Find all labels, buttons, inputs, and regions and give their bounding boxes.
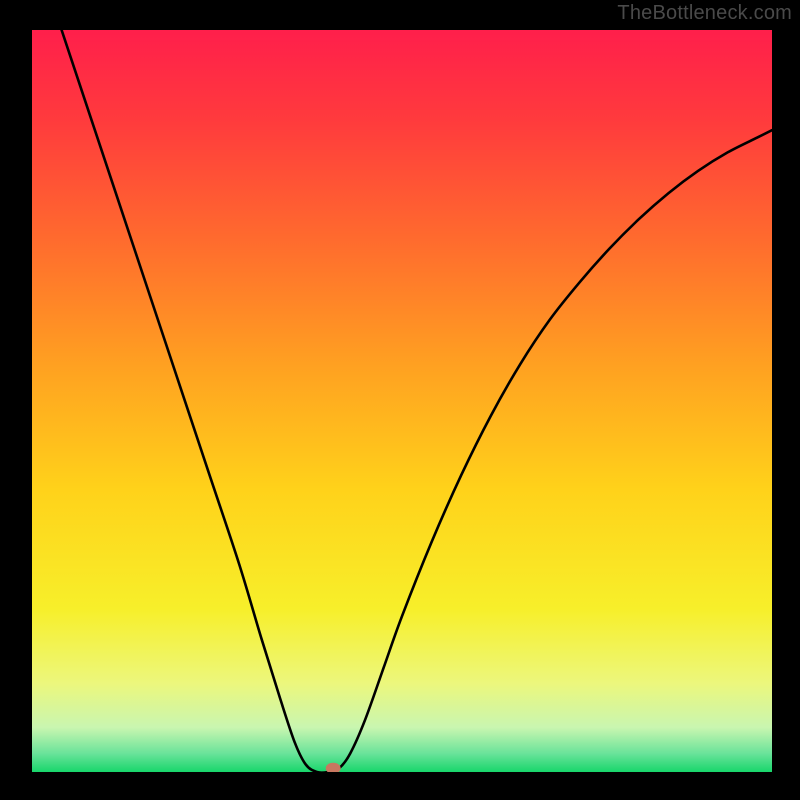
chart-svg: [0, 0, 800, 800]
optimum-marker: [326, 763, 341, 774]
gradient-background: [32, 30, 772, 772]
bottleneck-chart: TheBottleneck.com: [0, 0, 800, 800]
